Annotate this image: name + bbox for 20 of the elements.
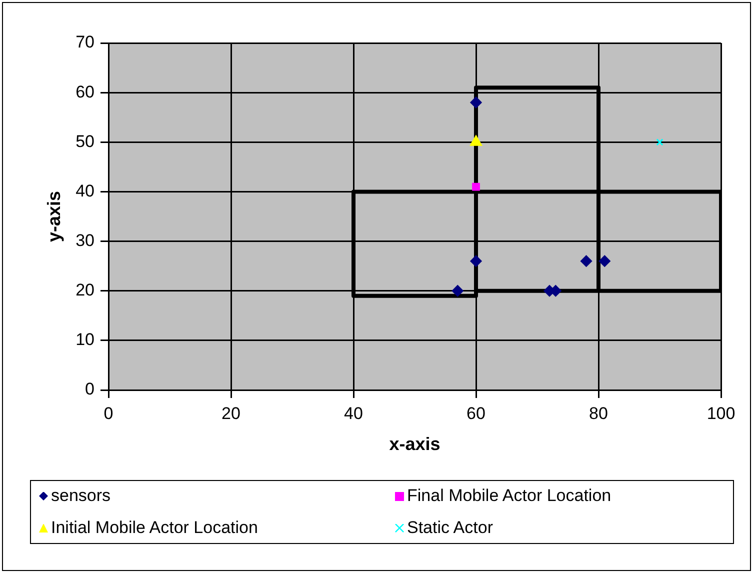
x-axis-title: x-axis <box>389 434 440 454</box>
y-tick-label: 40 <box>76 181 95 200</box>
y-tick-label: 60 <box>76 82 95 102</box>
y-tick-label: 70 <box>76 32 95 52</box>
y-tick-label: 10 <box>76 330 95 350</box>
legend-label: sensors <box>51 486 111 506</box>
y-axis-title: y-axis <box>44 190 64 242</box>
y-tick-label: 30 <box>76 230 95 250</box>
x-tick-label: 60 <box>466 404 486 423</box>
x-tick-label: 100 <box>706 404 736 423</box>
y-tick-label: 50 <box>76 132 95 151</box>
legend-label: Final Mobile Actor Location <box>407 486 612 506</box>
y-tick-label: 20 <box>76 280 95 300</box>
x-tick-label: 0 <box>104 404 114 423</box>
x-tick-label: 80 <box>589 404 608 423</box>
x-tick-label: 40 <box>344 404 363 423</box>
legend-label: Static Actor <box>407 518 493 538</box>
legend-label: Initial Mobile Actor Location <box>51 518 258 538</box>
y-tick-label: 0 <box>85 380 95 399</box>
x-tick-label: 20 <box>222 404 240 423</box>
